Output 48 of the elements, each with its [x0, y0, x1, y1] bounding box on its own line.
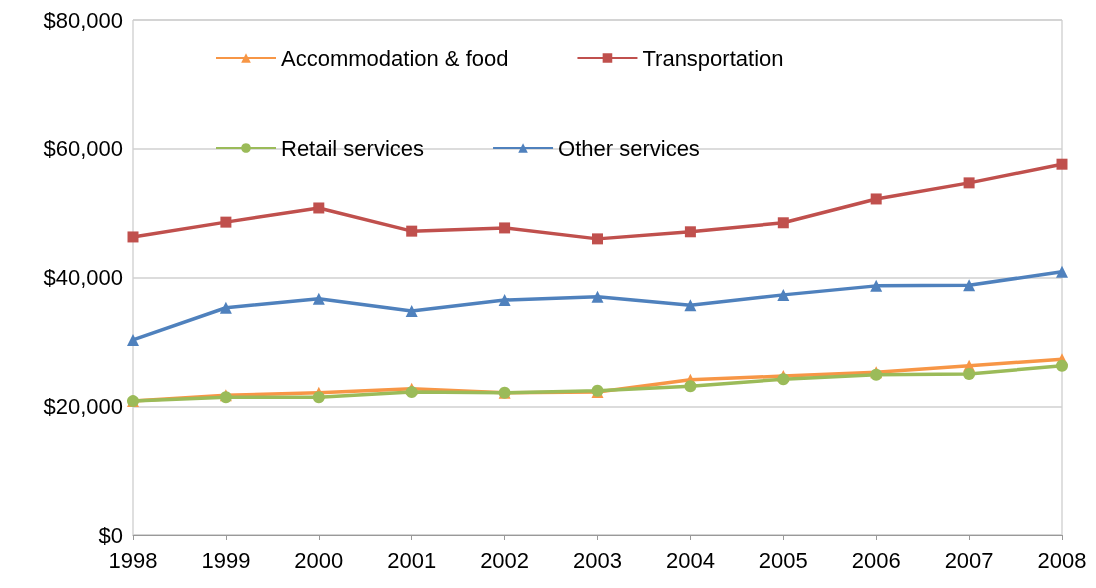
- point: [406, 225, 418, 237]
- point: [127, 333, 139, 346]
- x-tick-label: 1999: [201, 547, 251, 573]
- x-tick-label: 2001: [387, 547, 437, 573]
- x-tick-label: 2005: [758, 547, 808, 573]
- point: [405, 304, 418, 317]
- point: [963, 177, 975, 189]
- point: [591, 290, 604, 303]
- point: [312, 391, 325, 404]
- point: [777, 288, 790, 301]
- point: [127, 231, 139, 243]
- point: [1056, 158, 1068, 170]
- point: [498, 294, 511, 307]
- x-tick-label: 2002: [480, 547, 530, 573]
- legend-label: Transportation: [642, 45, 784, 71]
- point: [684, 226, 696, 238]
- point: [1056, 359, 1068, 372]
- point: [219, 301, 232, 314]
- x-tick-label: 2003: [573, 547, 622, 573]
- legend-label: Other services: [558, 135, 700, 161]
- x-tick-label: 2004: [665, 547, 715, 573]
- y-tick-label: $20,000: [43, 393, 123, 419]
- x-tick-label: 2007: [944, 547, 994, 573]
- y-tick-label: $80,000: [43, 7, 123, 33]
- point: [592, 233, 603, 245]
- x-tick-label: 2006: [851, 547, 901, 573]
- point: [313, 202, 325, 214]
- point: [870, 193, 882, 205]
- point: [1056, 265, 1068, 278]
- point: [870, 279, 883, 292]
- y-tick-label: $0: [98, 522, 123, 548]
- point: [684, 380, 697, 393]
- point: [777, 373, 790, 386]
- y-tick-label: $60,000: [43, 136, 123, 162]
- point: [684, 299, 697, 312]
- point: [963, 279, 976, 292]
- point: [963, 368, 976, 381]
- point: [312, 292, 325, 305]
- legend-label: Accommodation & food: [281, 45, 509, 71]
- y-tick-label: $40,000: [43, 265, 123, 290]
- point: [777, 217, 789, 229]
- x-tick-label: 1998: [108, 547, 158, 573]
- point: [499, 222, 511, 234]
- point: [405, 386, 418, 399]
- x-tick-label: 2000: [294, 547, 344, 573]
- legend-label: Retail services: [281, 135, 425, 161]
- point: [220, 216, 232, 228]
- x-tick-label: 2008: [1037, 547, 1087, 573]
